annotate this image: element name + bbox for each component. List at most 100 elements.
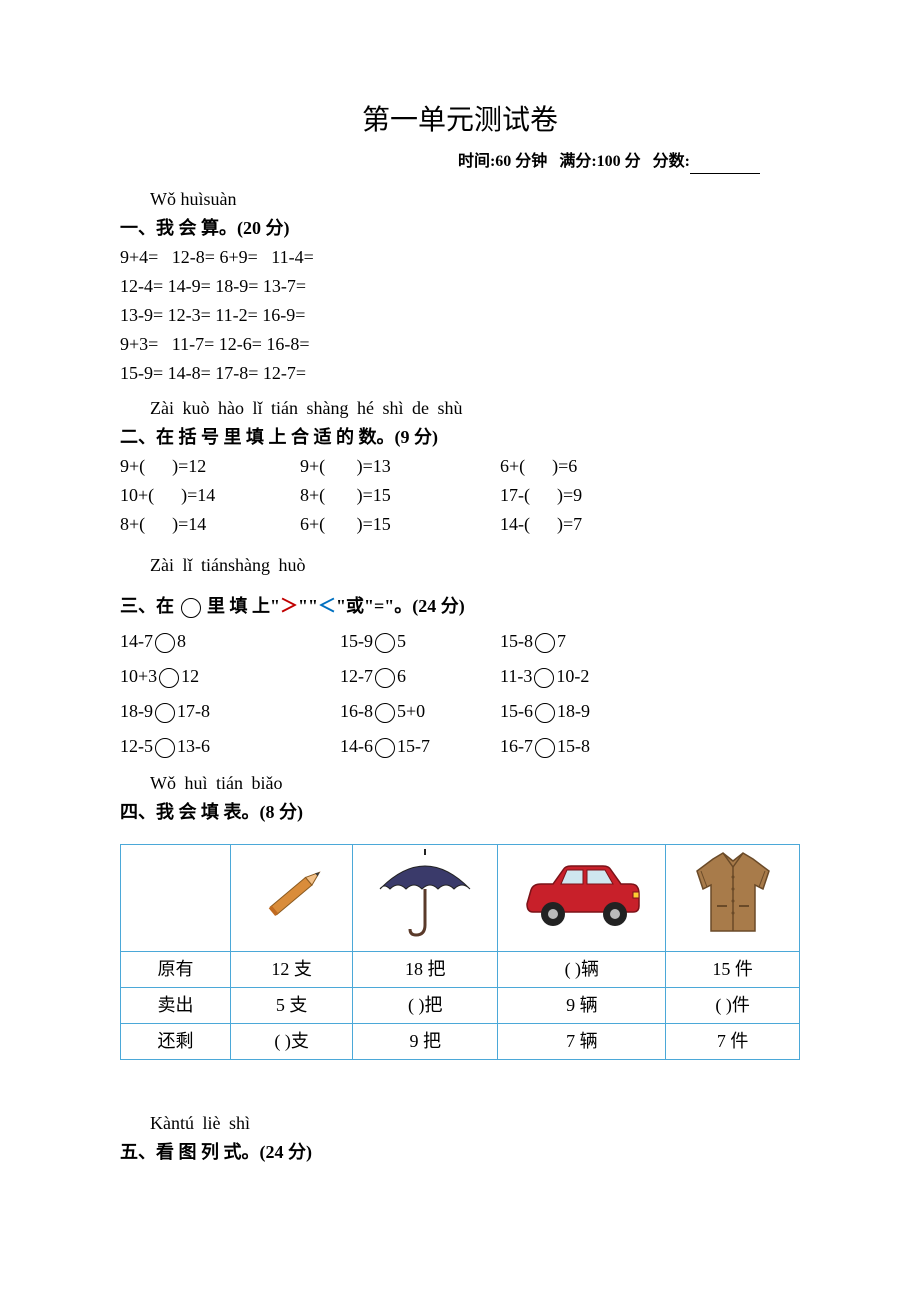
table-cell: 9 辆 — [498, 988, 666, 1024]
compare-left: 12-7 — [340, 666, 373, 686]
compare-left: 15-9 — [340, 631, 373, 651]
compare-item: 10+312 — [120, 663, 340, 690]
fill-blank-expr: 10+( )=14 — [120, 482, 300, 509]
jacket-cell — [666, 845, 800, 952]
table-row: 还剩 ( )支 9 把 7 辆 7 件 — [121, 1024, 800, 1060]
compare-right: 5 — [397, 631, 406, 651]
compare-right: 8 — [177, 631, 186, 651]
pencil-icon — [247, 854, 337, 934]
circle-icon — [159, 668, 179, 688]
score-blank — [690, 156, 760, 174]
fill-blank-expr: 6+( )=6 — [500, 453, 700, 480]
empty-header — [121, 845, 231, 952]
compare-left: 14-7 — [120, 631, 153, 651]
page-title: 第一单元测试卷 — [120, 100, 800, 142]
compare-item: 14-7 8 — [120, 628, 340, 655]
compare-item: 15-8 7 — [500, 628, 700, 655]
compare-right: 6 — [397, 666, 406, 686]
s5-heading: 五、看 图 列 式。(24 分) — [120, 1139, 800, 1166]
table-cell: ( )把 — [353, 988, 498, 1024]
time-label: 时间:60 分钟 — [458, 153, 547, 170]
table-cell: 9 把 — [353, 1024, 498, 1060]
fill-blank-expr: 8+( )=14 — [120, 511, 300, 538]
s2-row: 10+( )=148+( )=1517-( )=9 — [120, 482, 800, 509]
car-cell — [498, 845, 666, 952]
circle-icon — [535, 738, 555, 758]
compare-right: 17-8 — [177, 701, 210, 721]
s1-row: 9+4= 12-8= 6+9= 11-4= — [120, 244, 800, 271]
circle-icon — [375, 668, 395, 688]
row-label: 卖出 — [121, 988, 231, 1024]
compare-item: 15-618-9 — [500, 698, 700, 725]
compare-item: 12-7 6 — [340, 663, 500, 690]
table-cell: 12 支 — [231, 952, 353, 988]
compare-left: 11-3 — [500, 666, 532, 686]
compare-right: 7 — [557, 631, 566, 651]
greater-than-icon: ＞ — [280, 596, 298, 616]
circle-icon — [155, 633, 175, 653]
s1-row: 15-9= 14-8= 17-8= 12-7= — [120, 360, 800, 387]
full-score-label: 满分:100 分 — [559, 153, 640, 170]
s3-row: 12-513-614-615-716-715-8 — [120, 733, 800, 760]
compare-left: 16-7 — [500, 736, 533, 756]
umbrella-icon — [370, 849, 480, 939]
compare-right: 13-6 — [177, 736, 210, 756]
s3-row: 18-9 17-8 16-8 5+0 15-618-9 — [120, 698, 800, 725]
items-table: 原有 12 支 18 把 ( )辆 15 件 卖出 5 支 ( )把 9 辆 (… — [120, 844, 800, 1060]
circle-icon — [535, 633, 555, 653]
less-than-icon: ＜ — [318, 596, 336, 616]
compare-left: 15-8 — [500, 631, 533, 651]
compare-right: 15-7 — [397, 736, 430, 756]
s3-heading-mid1: 里 填 上" — [207, 596, 280, 616]
s3-pinyin: Zài lǐ tiánshàng huò — [150, 552, 800, 579]
s4-heading: 四、我 会 填 表。(8 分) — [120, 799, 800, 826]
s3-heading-post: "或"="。(24 分) — [336, 596, 465, 616]
score-label: 分数: — [653, 153, 690, 170]
compare-right: 5+0 — [397, 701, 425, 721]
circle-icon — [375, 633, 395, 653]
circle-icon — [535, 703, 555, 723]
compare-right: 12 — [181, 666, 199, 686]
compare-left: 14-6 — [340, 736, 373, 756]
fill-blank-expr: 17-( )=9 — [500, 482, 700, 509]
compare-item: 11-3 10-2 — [500, 663, 700, 690]
meta-line: 时间:60 分钟 满分:100 分 分数: — [120, 150, 800, 174]
table-cell: 7 辆 — [498, 1024, 666, 1060]
compare-left: 16-8 — [340, 701, 373, 721]
s4-pinyin: Wǒ huì tián biǎo — [150, 770, 800, 797]
compare-right: 18-9 — [557, 701, 590, 721]
compare-right: 10-2 — [556, 666, 589, 686]
fill-blank-expr: 8+( )=15 — [300, 482, 500, 509]
fill-blank-expr: 6+( )=15 — [300, 511, 500, 538]
s2-heading: 二、在 括 号 里 填 上 合 适 的 数。(9 分) — [120, 424, 800, 451]
car-icon — [517, 854, 647, 934]
compare-left: 18-9 — [120, 701, 153, 721]
circle-icon — [155, 738, 175, 758]
s3-row: 14-7 8 15-9 5 15-8 7 — [120, 628, 800, 655]
circle-icon — [155, 703, 175, 723]
s3-heading-mid2: "" — [298, 596, 318, 616]
table-cell: ( )辆 — [498, 952, 666, 988]
compare-item: 12-5 13-6 — [120, 733, 340, 760]
compare-left: 12-5 — [120, 736, 153, 756]
compare-item: 16-8 5+0 — [340, 698, 500, 725]
s3-heading: 三、在 里 填 上"＞""＜"或"="。(24 分) — [120, 593, 800, 620]
circle-icon — [534, 668, 554, 688]
table-cell: 18 把 — [353, 952, 498, 988]
table-cell: 15 件 — [666, 952, 800, 988]
s3-row: 10+31212-7 6 11-3 10-2 — [120, 663, 800, 690]
table-cell: 5 支 — [231, 988, 353, 1024]
s1-row: 9+3= 11-7= 12-6= 16-8= — [120, 331, 800, 358]
circle-icon — [375, 703, 395, 723]
jacket-icon — [683, 849, 783, 939]
s2-pinyin: Zài kuò hào lǐ tián shàng hé shì de shù — [150, 395, 800, 422]
table-row: 卖出 5 支 ( )把 9 辆 ( )件 — [121, 988, 800, 1024]
s1-pinyin: Wǒ huìsuàn — [150, 186, 800, 213]
fill-blank-expr: 9+( )=12 — [120, 453, 300, 480]
circle-icon — [375, 738, 395, 758]
pencil-cell — [231, 845, 353, 952]
circle-icon — [181, 598, 201, 618]
table-row: 原有 12 支 18 把 ( )辆 15 件 — [121, 952, 800, 988]
compare-item: 18-9 17-8 — [120, 698, 340, 725]
compare-item: 15-9 5 — [340, 628, 500, 655]
